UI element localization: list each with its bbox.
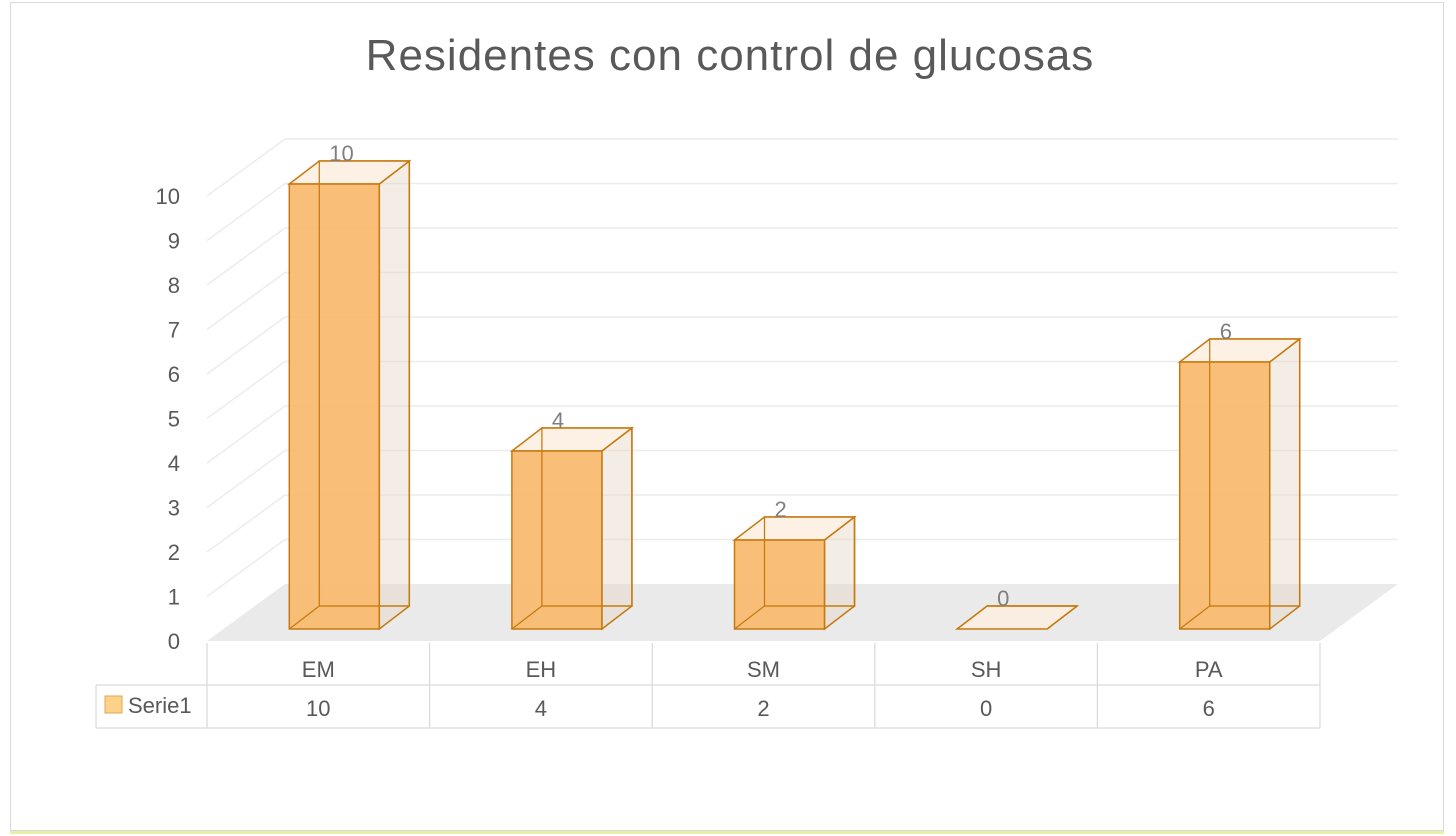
bar-front-face <box>1178 361 1271 630</box>
bar-side-face <box>1268 337 1301 631</box>
side-gridline <box>206 360 286 420</box>
y-tick-label: 2 <box>168 540 180 565</box>
y-tick-label: 4 <box>168 451 180 476</box>
y-tick-label: 10 <box>156 184 180 209</box>
y-tick-label: 8 <box>168 273 180 298</box>
table-value: 6 <box>1203 696 1215 721</box>
y-tick-label: 0 <box>168 629 180 654</box>
side-gridline <box>206 449 286 509</box>
bar-em <box>287 159 412 631</box>
data-label: 4 <box>552 408 564 433</box>
category-label: SH <box>971 657 1002 682</box>
table-value: 2 <box>757 696 769 721</box>
category-label: PA <box>1195 657 1223 682</box>
data-label: 2 <box>775 497 787 522</box>
legend-swatch <box>104 695 123 714</box>
side-gridline <box>206 271 286 331</box>
side-gridline <box>206 494 286 553</box>
y-tick-label: 6 <box>168 362 180 387</box>
table-value: 0 <box>980 696 992 721</box>
bar-front-face <box>288 183 381 630</box>
bar-edge <box>734 605 765 630</box>
y-tick-label: 3 <box>168 496 180 521</box>
side-gridline <box>206 538 286 598</box>
data-table: EM 10 EH 4 SM 2 SH 0 PA 6 Serie1 <box>95 643 1321 729</box>
bar-front-face <box>733 539 826 630</box>
bar-edge <box>956 605 988 630</box>
y-tick-label: 1 <box>168 585 180 610</box>
data-label: 10 <box>329 141 353 166</box>
category-label: EH <box>526 657 557 682</box>
bar-pa <box>1177 337 1302 631</box>
bar-side-face <box>601 426 633 631</box>
bar-eh <box>509 426 635 631</box>
category-label: EM <box>302 657 335 682</box>
bar-edge <box>288 605 320 630</box>
data-labels: 10 4 2 0 6 <box>329 141 1232 611</box>
bar-edge <box>1179 605 1211 630</box>
y-tick-label: 5 <box>168 407 180 432</box>
legend-series-name: Serie1 <box>128 693 192 718</box>
bars <box>287 159 1302 631</box>
y-axis-ticks: 0 1 2 3 4 5 6 7 8 9 10 <box>156 184 180 654</box>
table-value: 10 <box>306 696 330 721</box>
side-gridline <box>206 316 286 375</box>
side-gridline <box>206 405 286 464</box>
side-gridline <box>206 182 286 242</box>
y-tick-label: 9 <box>168 229 180 254</box>
side-gridline <box>206 138 286 197</box>
bar-sh <box>954 605 1080 630</box>
bar-side-face <box>378 159 411 631</box>
side-gridline <box>206 227 286 286</box>
bottom-accent <box>10 831 1444 834</box>
bar-sm <box>732 515 857 631</box>
data-label: 0 <box>997 586 1009 611</box>
bar-edge <box>511 605 543 630</box>
bar-front-face <box>511 450 603 630</box>
category-label: SM <box>747 657 780 682</box>
y-tick-label: 7 <box>168 318 180 343</box>
data-label: 6 <box>1220 319 1232 344</box>
chart-title: Residentes con control de glucosas <box>366 31 1095 80</box>
table-value: 4 <box>535 696 547 721</box>
